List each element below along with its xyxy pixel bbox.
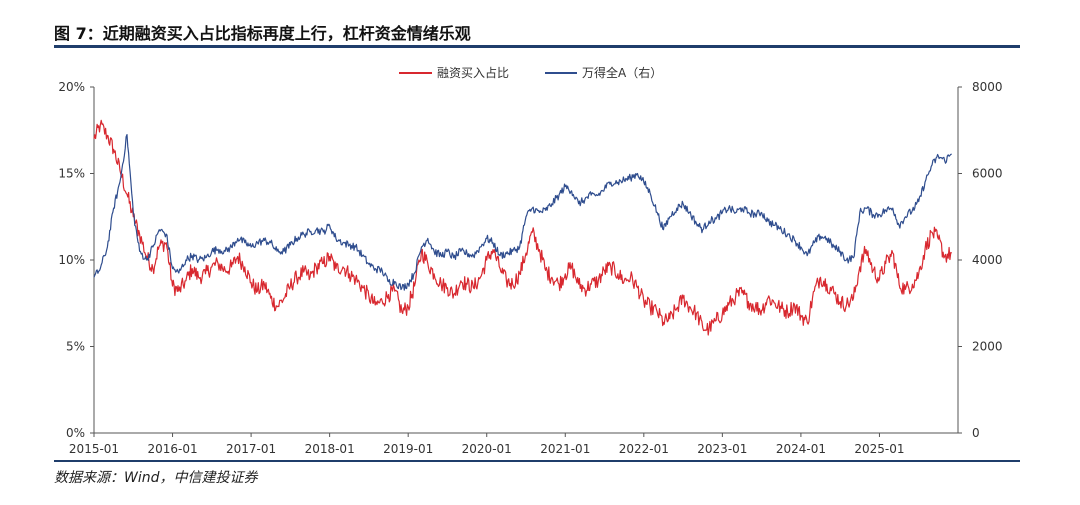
x-tick-label: 2019-01	[383, 442, 433, 456]
y-left-tick-label: 15%	[58, 167, 85, 181]
x-tick-label: 2023-01	[697, 442, 747, 456]
x-tick-label: 2016-01	[147, 442, 197, 456]
footer-rule	[54, 460, 1020, 462]
legend-label-margin-ratio: 融资买入占比	[437, 65, 509, 80]
y-left-tick-label: 5%	[66, 340, 85, 354]
y-left-tick-label: 0%	[66, 426, 85, 440]
legend-label-wind-a: 万得全A（右）	[582, 65, 662, 80]
x-tick-label: 2018-01	[305, 442, 355, 456]
page-title: 图 7：近期融资买入占比指标再度上行，杠杆资金情绪乐观	[54, 24, 471, 43]
x-tick-label: 2025-01	[854, 442, 904, 456]
y-right-tick-label: 2000	[972, 340, 1003, 354]
title-rule	[54, 45, 1020, 48]
y-right-tick-label: 0	[972, 426, 980, 440]
y-left-tick-label: 10%	[58, 253, 85, 267]
series-line-margin-ratio	[93, 119, 953, 336]
x-tick-label: 2017-01	[226, 442, 276, 456]
line-chart: 0% 5% 10% 15% 20% 0 2000 4000 6000 8000 2015-01 201…	[58, 65, 1003, 456]
x-tick-label: 2020-01	[462, 442, 512, 456]
series-line-wind-a	[93, 134, 952, 291]
y-right-tick-label: 6000	[972, 167, 1003, 181]
x-tick-label: 2022-01	[619, 442, 669, 456]
data-source-note: 数据来源：Wind，中信建投证券	[54, 470, 258, 486]
x-tick-label: 2024-01	[776, 442, 826, 456]
y-right-tick-label: 4000	[972, 253, 1003, 267]
y-right-tick-label: 8000	[972, 80, 1003, 94]
x-tick-label: 2015-01	[69, 442, 119, 456]
y-left-tick-label: 20%	[58, 80, 85, 94]
x-tick-label: 2021-01	[540, 442, 590, 456]
